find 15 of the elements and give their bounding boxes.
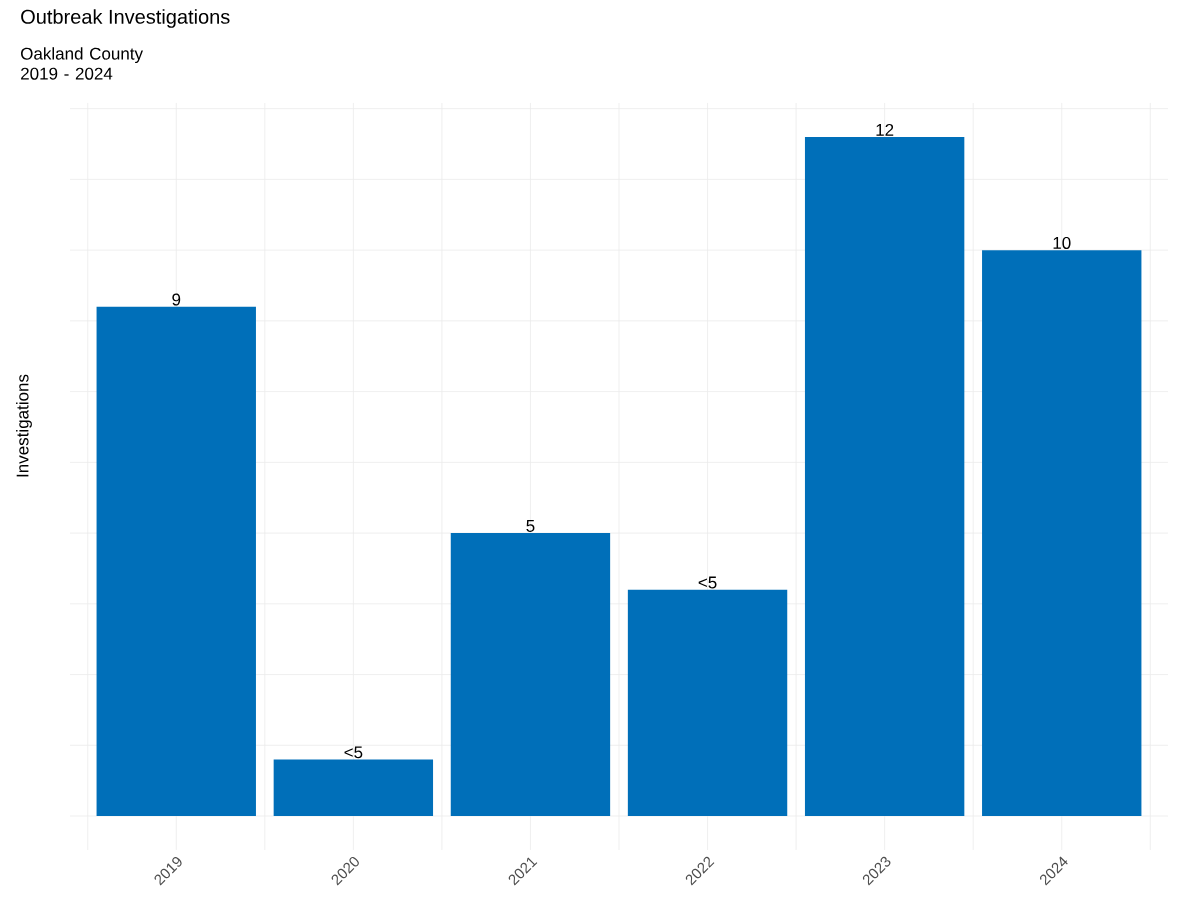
data-label: <5 [698, 576, 717, 589]
data-label: 5 [526, 520, 535, 532]
data-label: 9 [172, 293, 181, 306]
bar [96, 306, 256, 817]
y-axis-title: Investigations [16, 374, 32, 477]
data-label: 12 [876, 123, 894, 136]
data-label: 10 [1053, 236, 1071, 249]
bar [982, 250, 1142, 817]
bar [273, 759, 434, 817]
bar [450, 533, 611, 817]
bar [627, 589, 788, 817]
data-label: <5 [344, 746, 363, 759]
chart-title: Outbreak Investigations [21, 9, 230, 28]
bar [804, 136, 965, 817]
chart-subtitle: Oakland County 2019 - 2024 [21, 47, 143, 80]
